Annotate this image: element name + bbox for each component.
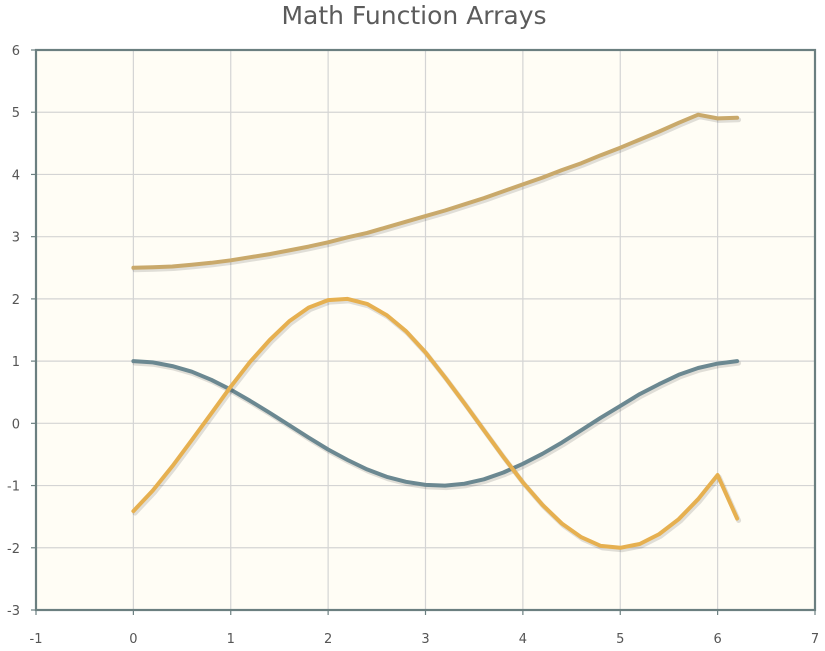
x-tick-label: 3 <box>421 632 429 647</box>
y-tick-label: 0 <box>12 417 20 432</box>
y-tick-label: 5 <box>12 106 20 121</box>
x-tick-label: -1 <box>30 632 43 647</box>
y-tick-label: -3 <box>7 604 20 619</box>
series-group <box>131 112 742 553</box>
x-tick-label: 2 <box>324 632 332 647</box>
x-tick-label: 7 <box>811 632 819 647</box>
x-tick-label: 1 <box>227 632 235 647</box>
y-tick-label: 2 <box>12 293 20 308</box>
series-shadow <box>132 114 742 273</box>
x-axis-tick-labels: -1 0 1 2 3 4 5 6 7 <box>30 632 820 647</box>
y-tick-label: -2 <box>7 542 20 557</box>
y-tick-label: 3 <box>12 231 20 246</box>
y-tick-label: 6 <box>12 44 20 59</box>
chart-title: Math Function Arrays <box>281 1 546 30</box>
y-tick-label: -1 <box>7 480 20 495</box>
x-tick-label: 5 <box>616 632 624 647</box>
y-tick-label: 1 <box>12 355 20 370</box>
series-line-1 <box>131 112 740 270</box>
grid <box>36 50 815 610</box>
series-line-2 <box>131 359 740 488</box>
series-line-3 <box>131 296 740 550</box>
plot-frame <box>34 48 817 612</box>
x-tick-label: 0 <box>129 632 137 647</box>
x-tick-label: 6 <box>713 632 721 647</box>
x-tick-label: 4 <box>519 632 527 647</box>
plot-border <box>34 48 817 612</box>
y-axis-tick-labels: -3 -2 -1 0 1 2 3 4 5 6 <box>7 44 20 619</box>
y-tick-label: 4 <box>12 168 20 183</box>
